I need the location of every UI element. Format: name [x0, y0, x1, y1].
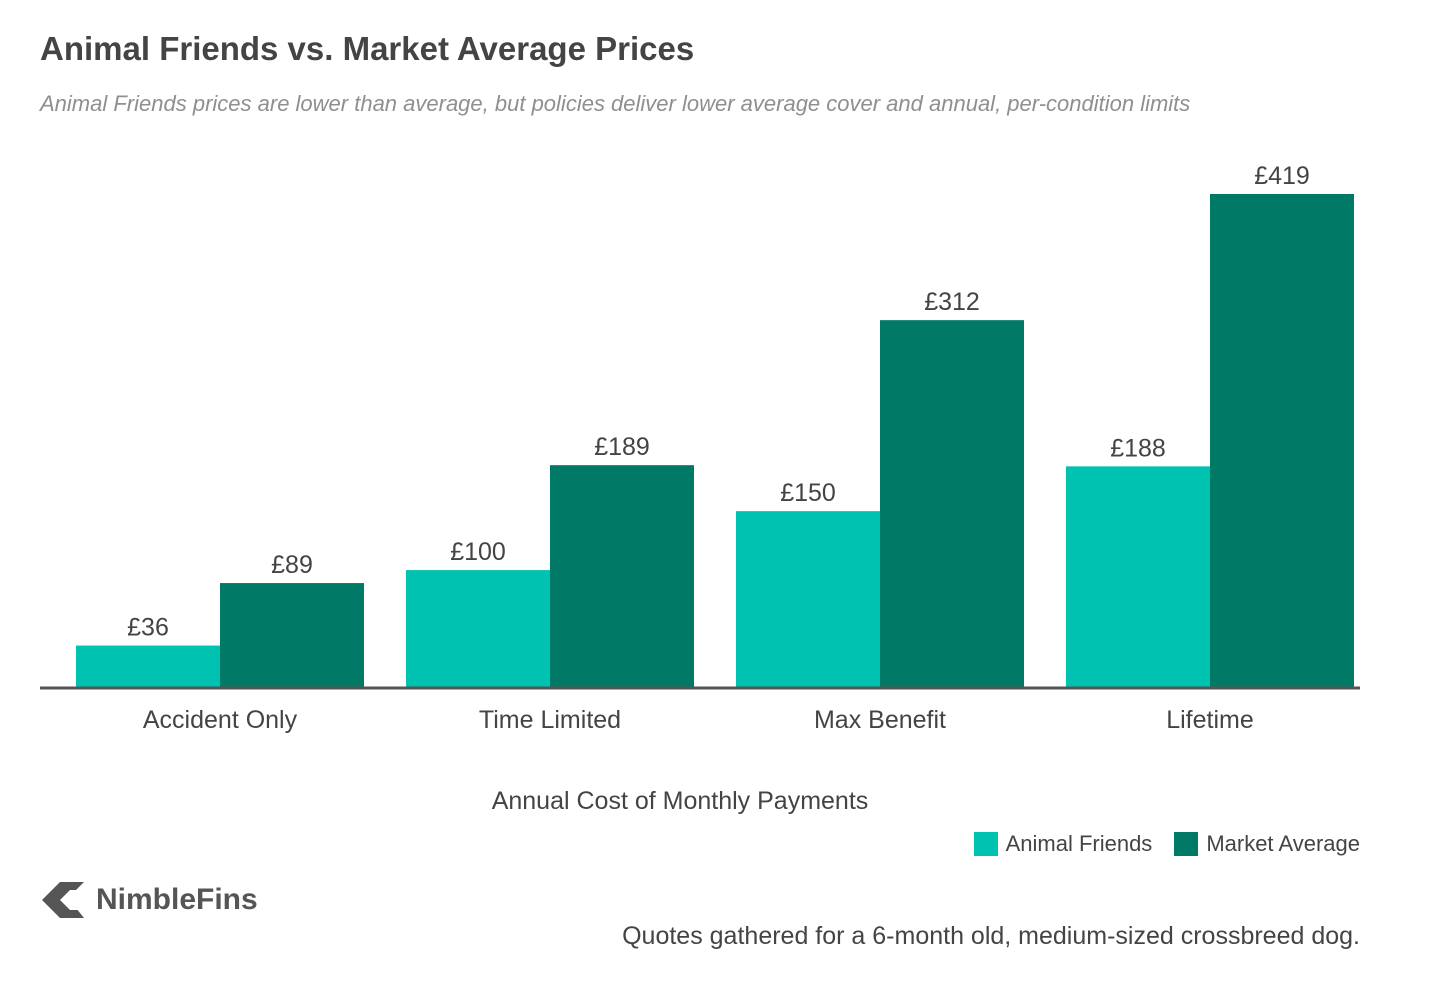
bar-market-average-time-limited	[550, 465, 694, 688]
bar-animal-friends-max-benefit	[736, 511, 880, 688]
bar-value-label-animal-friends-max-benefit: £150	[780, 479, 836, 507]
bar-animal-friends-lifetime	[1066, 466, 1210, 688]
nimblefins-logo: NimbleFins	[40, 880, 258, 920]
category-label-accident-only: Accident Only	[143, 706, 298, 734]
brand-name: NimbleFins	[96, 883, 258, 916]
legend-item-animal-friends: Animal Friends	[973, 831, 1153, 857]
footnote: Quotes gathered for a 6-month old, mediu…	[622, 922, 1360, 950]
bar-market-average-accident-only	[220, 583, 364, 688]
nimblefins-chevron-icon	[42, 882, 84, 918]
category-label-max-benefit: Max Benefit	[814, 706, 946, 734]
legend-swatch-animal-friends	[973, 832, 998, 856]
chart-subtitle: Animal Friends prices are lower than ave…	[40, 91, 1191, 116]
bar-value-label-animal-friends-accident-only: £36	[127, 614, 169, 642]
x-axis-title: Annual Cost of Monthly Payments	[492, 787, 869, 815]
bar-market-average-lifetime	[1210, 194, 1354, 688]
bar-market-average-max-benefit	[880, 320, 1024, 688]
legend-label-market-average: Market Average	[1206, 831, 1360, 856]
category-label-lifetime: Lifetime	[1166, 706, 1254, 734]
bar-chart: £36 £89 Accident Only £100 £189 Time Limited £…	[40, 162, 1360, 815]
legend-swatch-market-average	[1174, 832, 1199, 856]
bar-value-label-animal-friends-lifetime: £188	[1110, 434, 1166, 462]
chart-title: Animal Friends vs. Market Average Prices	[40, 30, 695, 67]
legend-label-animal-friends: Animal Friends	[1005, 831, 1153, 856]
bar-value-label-animal-friends-time-limited: £100	[450, 538, 506, 566]
bar-value-label-market-average-max-benefit: £312	[924, 288, 980, 316]
legend-item-market-average: Market Average	[1174, 831, 1360, 857]
bar-value-label-market-average-time-limited: £189	[594, 433, 650, 461]
bar-value-label-market-average-accident-only: £89	[271, 551, 313, 579]
chart-legend: Animal Friends Market Average	[973, 831, 1360, 857]
bar-animal-friends-time-limited	[406, 570, 550, 688]
category-label-time-limited: Time Limited	[479, 706, 621, 734]
bar-value-label-market-average-lifetime: £419	[1254, 162, 1310, 190]
bar-animal-friends-accident-only	[76, 645, 220, 688]
